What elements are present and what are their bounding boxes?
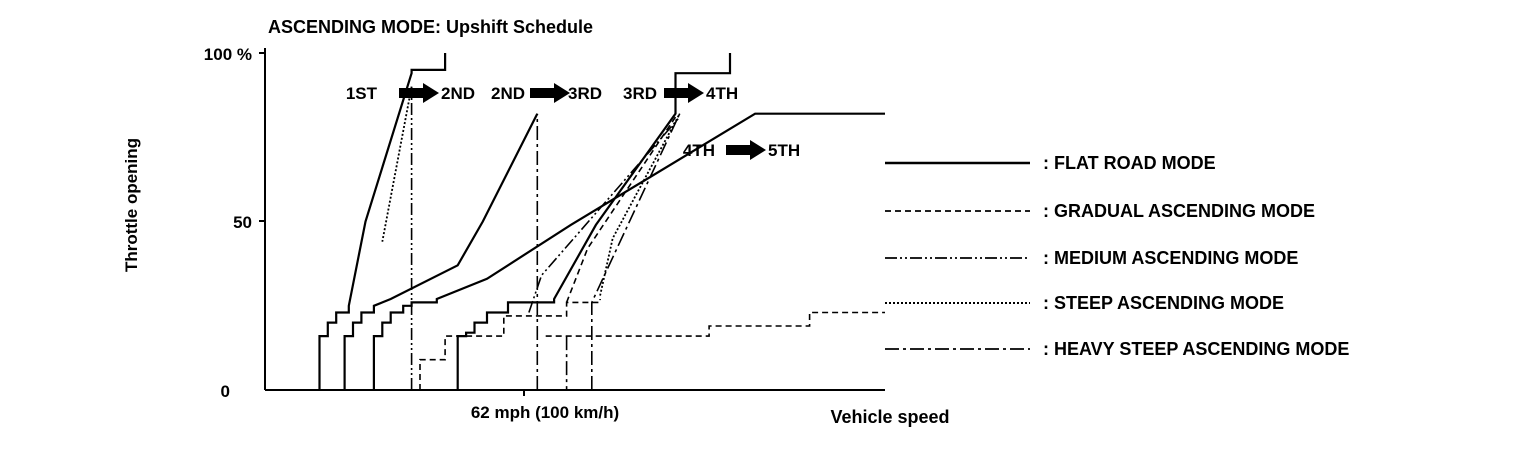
shift-from-label: 1ST xyxy=(346,84,378,103)
series-2 xyxy=(419,116,885,390)
series-4-line-2 xyxy=(599,113,681,296)
shift-arrow-icon xyxy=(399,83,439,103)
shift-annotation-2: 2ND 3RD xyxy=(491,83,602,103)
series-5 xyxy=(536,113,681,390)
y-tick-label-0: 0 xyxy=(221,382,230,401)
shift-to-label: 3RD xyxy=(568,84,602,103)
series-2-line-1 xyxy=(419,299,601,390)
y-axis: 100 % 50 0 xyxy=(204,45,266,401)
shift-to-label: 2ND xyxy=(441,84,475,103)
y-tick-label-100: 100 % xyxy=(204,45,252,64)
series-1 xyxy=(318,53,885,390)
legend-label-2: : GRADUAL ASCENDING MODE xyxy=(1043,201,1315,221)
series-4-line-1 xyxy=(381,86,413,242)
series-1-line-4 xyxy=(372,112,885,390)
shift-to-label: 4TH xyxy=(706,84,738,103)
legend-label-4: : STEEP ASCENDING MODE xyxy=(1043,293,1284,313)
shift-annotation-1: 1ST 2ND xyxy=(346,83,475,103)
series-5-line-3 xyxy=(591,113,681,390)
series-1-line-3 xyxy=(456,53,732,390)
series-2-line-2 xyxy=(565,116,677,303)
y-axis-label: Throttle opening xyxy=(122,138,141,272)
x-tick-label-100kmh: 62 mph (100 km/h) xyxy=(471,403,619,422)
shift-from-label: 2ND xyxy=(491,84,525,103)
legend-label-1: : FLAT ROAD MODE xyxy=(1043,153,1216,173)
series-3 xyxy=(410,86,681,390)
series-1-line-2 xyxy=(343,113,539,390)
series-2-line-3 xyxy=(545,311,885,337)
shift-annotation-4: 4TH 5TH xyxy=(683,140,800,160)
shift-arrow-icon xyxy=(726,140,766,160)
x-axis-label: Vehicle speed xyxy=(830,407,949,427)
shift-arrow-icon xyxy=(530,83,570,103)
legend: : FLAT ROAD MODE : GRADUAL ASCENDING MODE… xyxy=(885,153,1349,359)
series-layer xyxy=(318,53,885,390)
x-axis: 62 mph (100 km/h) Vehicle speed xyxy=(265,389,950,427)
series-1-line-1 xyxy=(318,53,447,390)
shift-from-label: 3RD xyxy=(623,84,657,103)
shift-arrow-icon xyxy=(664,83,704,103)
series-3-line-2 xyxy=(528,116,681,313)
legend-label-3: : MEDIUM ASCENDING MODE xyxy=(1043,248,1298,268)
shift-from-label: 4TH xyxy=(683,141,715,160)
shift-annotation-3: 3RD 4TH xyxy=(623,83,738,103)
shift-to-label: 5TH xyxy=(768,141,800,160)
y-tick-label-50: 50 xyxy=(233,213,252,232)
shift-label-layer: 1ST 2ND 2ND 3RD 3RD 4TH 4TH 5TH xyxy=(346,83,800,160)
legend-label-5: : HEAVY STEEP ASCENDING MODE xyxy=(1043,339,1349,359)
chart-title: ASCENDING MODE: Upshift Schedule xyxy=(268,17,593,37)
series-4 xyxy=(381,86,681,296)
